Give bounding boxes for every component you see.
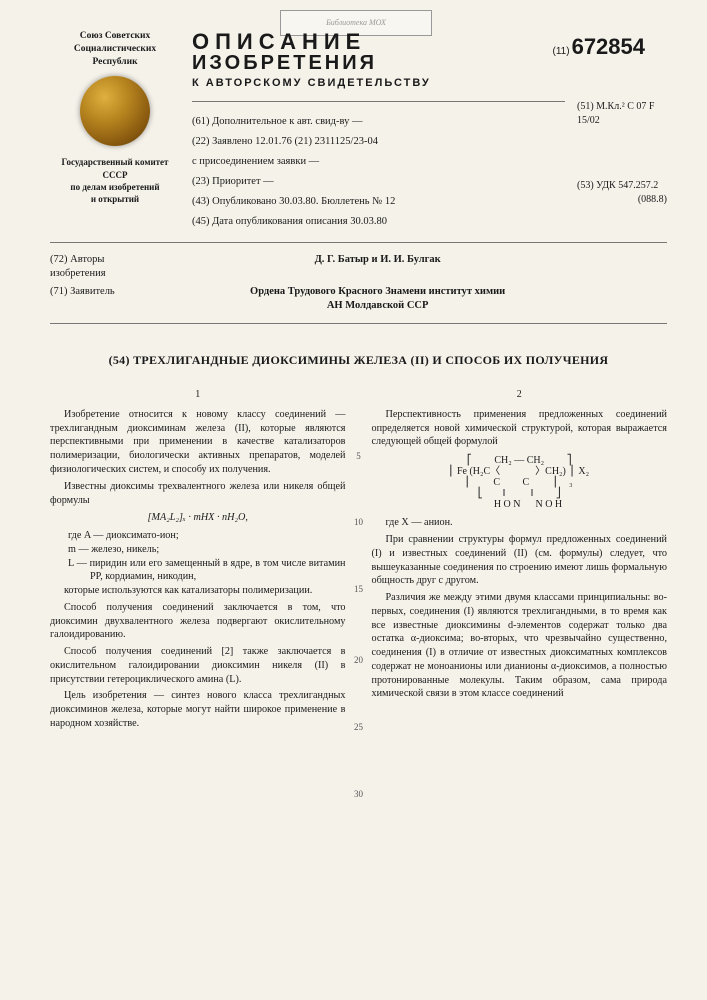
- column-2: 2 Перспективность применения предложенны…: [372, 388, 668, 733]
- patent-number: (11)672854: [553, 32, 645, 62]
- meta-row-45: (45) Дата опубликования описания 30.03.8…: [192, 212, 565, 232]
- column-number: 1: [50, 388, 346, 402]
- column-number: 2: [372, 388, 668, 402]
- paragraph: Цель изобретения — синтез нового класса …: [50, 689, 346, 730]
- authors-label: (72) Авторы изобретения: [50, 253, 160, 281]
- column-1: 1 Изобретение относится к новому классу …: [50, 388, 346, 733]
- divider: [192, 101, 565, 102]
- paragraph: Различия же между этими двумя классами п…: [372, 591, 668, 701]
- udc-code-suffix: (088.8): [577, 193, 667, 207]
- republic-line: Союз Советских: [50, 30, 180, 43]
- invention-title: (54) ТРЕХЛИГАНДНЫЕ ДИОКСИМИНЫ ЖЕЛЕЗА (II…: [50, 352, 667, 368]
- applicant-name: АН Молдавской ССР: [163, 299, 593, 313]
- main-subtitle: К АВТОРСКОМУ СВИДЕТЕЛЬСТВУ: [192, 76, 565, 91]
- header-block: Союз Советских Социалистических Республи…: [50, 30, 667, 232]
- committee-line: и открытий: [50, 193, 180, 205]
- paragraph: Изобретение относится к новому классу со…: [50, 408, 346, 477]
- authors-block: (72) Авторы изобретения Д. Г. Батыр и И.…: [50, 253, 667, 314]
- issuer-column: Союз Советских Социалистических Республи…: [50, 30, 180, 232]
- main-title-line: ОПИСАНИЕ: [192, 30, 565, 53]
- committee-line: по делам изобретений: [50, 181, 180, 193]
- legend-item: где A — диоксимато-ион;: [68, 529, 346, 543]
- meta-row-61: (61) Дополнительное к авт. свид-ву —: [192, 112, 565, 132]
- committee-line: СССР: [50, 169, 180, 181]
- ipc-code: (51) М.Кл.² C 07 F 15/02: [577, 100, 667, 127]
- republic-line: Республик: [50, 56, 180, 69]
- authors-names: Д. Г. Батыр и И. И. Булгак: [163, 253, 593, 267]
- formula-legend: где A — диоксимато-ион; m — железо, нике…: [68, 529, 346, 584]
- applicant-label: (71) Заявитель: [50, 285, 160, 299]
- legend-item: m — железо, никель;: [68, 543, 346, 557]
- patent-number-prefix: (11): [553, 46, 570, 57]
- paragraph: Перспективность применения предложенных …: [372, 408, 668, 449]
- paragraph: Способ получения соединений [2] также за…: [50, 645, 346, 686]
- line-num: 30: [350, 788, 368, 800]
- udc-code: (53) УДК 547.257.2: [577, 179, 667, 193]
- divider: [50, 242, 667, 243]
- committee-line: Государственный комитет: [50, 156, 180, 168]
- divider: [50, 323, 667, 324]
- paragraph: которые используются как катализаторы по…: [50, 584, 346, 598]
- paragraph: где X — анион.: [372, 516, 668, 530]
- ussr-emblem-icon: [80, 76, 150, 146]
- meta-row-43: (43) Опубликовано 30.03.80. Бюллетень № …: [192, 192, 565, 212]
- main-title-line: ИЗОБРЕТЕНИЯ: [192, 53, 565, 74]
- title-column: (11)672854 ОПИСАНИЕ ИЗОБРЕТЕНИЯ К АВТОРС…: [192, 30, 565, 232]
- body-text: 5 10 15 20 25 30 1 Изобретение относится…: [50, 388, 667, 733]
- patent-page: Библиотека МОХ Союз Советских Социалисти…: [0, 0, 707, 1000]
- bibliographic-data: (61) Дополнительное к авт. свид-ву — (22…: [192, 112, 565, 232]
- structural-formula: ⎡ CH₂ — CH₂ ⎤ ⎢ Fe (H₂C〈 〉CH₂) ⎥ X₂ ⎢ C …: [372, 455, 668, 510]
- meta-row-23: (23) Приоритет —: [192, 172, 565, 192]
- paragraph: При сравнении структуры формул предложен…: [372, 533, 668, 588]
- paragraph: Известны диоксимы трехвалентного железа …: [50, 480, 346, 508]
- chemical-formula-inline: [MA₂L₂]ₓ · mHX · nH₂O,: [50, 511, 346, 525]
- patent-number-value: 672854: [572, 34, 645, 59]
- legend-item: L — пиридин или его замещенный в ядре, в…: [68, 557, 346, 585]
- applicant-name: Ордена Трудового Красного Знамени инстит…: [163, 285, 593, 299]
- paragraph: Способ получения соединений заключается …: [50, 601, 346, 642]
- republic-line: Социалистических: [50, 43, 180, 56]
- meta-row-22: (22) Заявлено 12.01.76 (21) 2311125/23-0…: [192, 132, 565, 152]
- meta-row-22b: с присоединением заявки —: [192, 152, 565, 172]
